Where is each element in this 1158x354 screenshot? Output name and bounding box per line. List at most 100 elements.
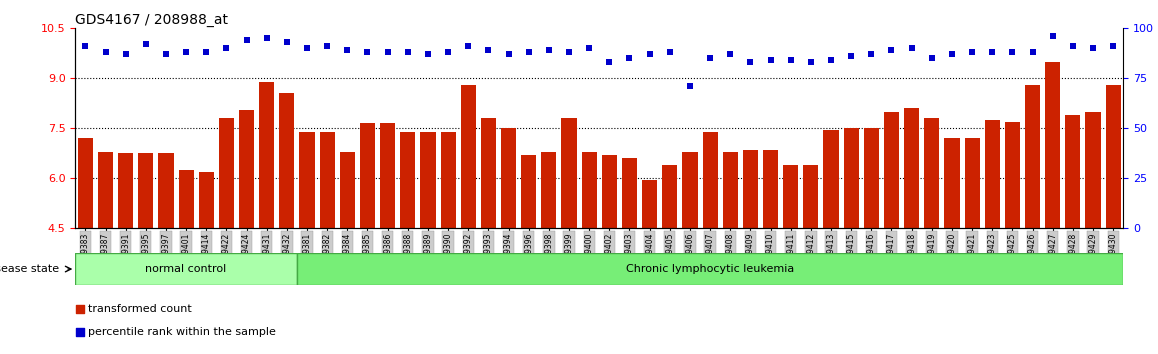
Text: percentile rank within the sample: percentile rank within the sample xyxy=(88,327,276,337)
Bar xyxy=(296,253,1123,285)
Bar xyxy=(804,165,819,228)
Point xyxy=(156,51,175,57)
Point xyxy=(439,50,457,55)
Bar xyxy=(380,123,395,228)
Bar xyxy=(339,152,354,228)
Point xyxy=(681,84,699,89)
Bar xyxy=(199,172,214,228)
Point xyxy=(398,50,417,55)
Point xyxy=(559,50,578,55)
Point xyxy=(761,57,779,63)
Bar xyxy=(360,123,375,228)
Bar xyxy=(1065,115,1080,228)
Bar xyxy=(118,153,133,228)
Bar xyxy=(259,82,274,228)
Point xyxy=(117,51,135,57)
Point xyxy=(218,46,236,51)
Bar xyxy=(984,120,999,228)
Bar xyxy=(562,118,577,228)
Point xyxy=(313,182,331,188)
Bar xyxy=(75,253,296,285)
Point xyxy=(1003,50,1021,55)
Point xyxy=(540,47,558,53)
Bar xyxy=(98,152,113,228)
Bar xyxy=(461,85,476,228)
Bar xyxy=(622,158,637,228)
Bar xyxy=(541,152,557,228)
Point xyxy=(842,53,860,59)
Point xyxy=(1084,46,1102,51)
Point xyxy=(943,51,961,57)
Text: Chronic lymphocytic leukemia: Chronic lymphocytic leukemia xyxy=(626,264,794,274)
Y-axis label: 100%: 100% xyxy=(1157,26,1158,36)
Bar xyxy=(1046,62,1061,228)
Point xyxy=(621,56,639,61)
Point xyxy=(701,56,719,61)
Text: normal control: normal control xyxy=(146,264,227,274)
Bar xyxy=(1106,85,1121,228)
Point xyxy=(741,59,760,65)
Bar xyxy=(78,138,93,228)
Point xyxy=(318,44,337,49)
Bar xyxy=(501,129,516,228)
Point xyxy=(983,50,1002,55)
Bar xyxy=(904,108,919,228)
Bar xyxy=(521,155,536,228)
Point xyxy=(660,50,679,55)
Bar xyxy=(581,152,596,228)
Bar xyxy=(440,132,455,228)
Bar xyxy=(783,165,798,228)
Point xyxy=(902,46,921,51)
Bar xyxy=(884,112,899,228)
Bar xyxy=(320,132,335,228)
Bar xyxy=(420,132,435,228)
Point xyxy=(358,50,376,55)
Bar xyxy=(178,170,193,228)
Point xyxy=(600,59,618,65)
Bar xyxy=(159,153,174,228)
Point xyxy=(640,51,659,57)
Text: transformed count: transformed count xyxy=(88,304,192,314)
Point xyxy=(782,57,800,63)
Point xyxy=(197,50,215,55)
Point xyxy=(962,50,981,55)
Point xyxy=(419,51,438,57)
Point xyxy=(923,56,941,61)
Bar xyxy=(965,138,980,228)
Bar xyxy=(300,132,315,228)
Point xyxy=(882,47,901,53)
Bar xyxy=(1025,85,1040,228)
Point xyxy=(459,44,477,49)
Point xyxy=(721,51,740,57)
Point xyxy=(822,57,841,63)
Text: disease state: disease state xyxy=(0,264,59,274)
Text: GDS4167 / 208988_at: GDS4167 / 208988_at xyxy=(75,13,228,27)
Bar xyxy=(924,118,939,228)
Bar xyxy=(844,129,859,228)
Bar xyxy=(682,152,697,228)
Bar xyxy=(743,150,758,228)
Point xyxy=(1063,44,1082,49)
Point xyxy=(137,41,155,47)
Bar xyxy=(823,130,838,228)
Point xyxy=(237,38,256,43)
Bar xyxy=(481,118,496,228)
Bar xyxy=(723,152,738,228)
Point xyxy=(499,51,518,57)
Bar xyxy=(239,110,254,228)
Point xyxy=(257,35,276,41)
Point xyxy=(1043,34,1062,39)
Bar xyxy=(763,150,778,228)
Point xyxy=(177,50,196,55)
Point xyxy=(338,47,357,53)
Point xyxy=(379,50,397,55)
Point xyxy=(479,47,498,53)
Bar xyxy=(1085,112,1100,228)
Bar xyxy=(642,180,658,228)
Point xyxy=(278,40,296,45)
Bar xyxy=(1005,122,1020,228)
Bar xyxy=(279,93,294,228)
Point xyxy=(298,46,316,51)
Point xyxy=(1024,50,1042,55)
Point xyxy=(1104,44,1122,49)
